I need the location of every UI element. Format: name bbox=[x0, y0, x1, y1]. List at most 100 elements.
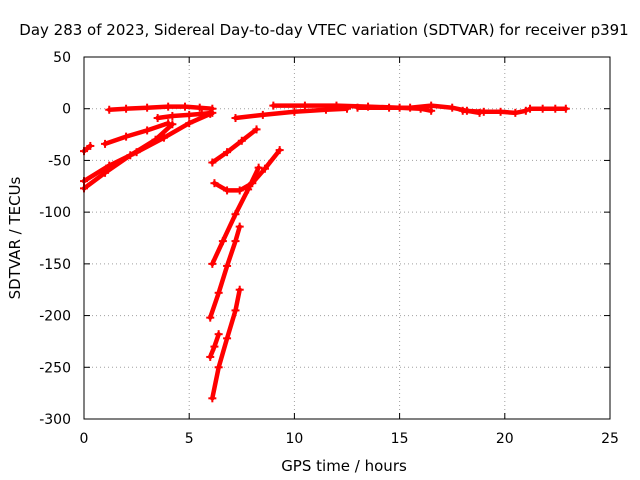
y-tick-label: -50 bbox=[48, 153, 71, 169]
data-point bbox=[269, 101, 278, 110]
data-point bbox=[208, 158, 217, 167]
data-point bbox=[153, 114, 162, 123]
data-point bbox=[231, 210, 240, 219]
series-arc-02 bbox=[153, 108, 217, 123]
data-point bbox=[214, 330, 223, 339]
data-point bbox=[561, 104, 570, 113]
data-point bbox=[143, 103, 152, 112]
data-point bbox=[252, 125, 261, 134]
data-point bbox=[164, 102, 173, 111]
series-arc-17 bbox=[526, 104, 570, 113]
y-axis-label: SDTVAR / TECUs bbox=[6, 176, 24, 299]
data-point bbox=[208, 259, 217, 268]
data-point bbox=[164, 119, 173, 128]
data-point bbox=[511, 108, 520, 117]
y-tick-label: -150 bbox=[39, 257, 71, 273]
x-tick-label: 25 bbox=[601, 431, 619, 447]
data-point bbox=[143, 126, 152, 135]
series-arc-10 bbox=[206, 222, 244, 322]
series-arc-05 bbox=[101, 119, 173, 148]
data-point bbox=[231, 306, 240, 315]
series-line bbox=[212, 147, 282, 193]
series-arc-06 bbox=[80, 141, 95, 156]
x-tick-label: 0 bbox=[80, 431, 89, 447]
data-point bbox=[151, 135, 160, 144]
data-point bbox=[258, 110, 267, 119]
data-point bbox=[521, 106, 530, 115]
y-tick-label: -300 bbox=[39, 412, 71, 428]
data-point bbox=[385, 103, 394, 112]
data-point bbox=[231, 114, 240, 123]
series-arc-13 bbox=[231, 104, 351, 123]
data-point bbox=[86, 141, 95, 150]
series-arc-07 bbox=[208, 125, 261, 167]
data-point bbox=[206, 109, 215, 118]
data-point bbox=[206, 313, 215, 322]
data-point bbox=[237, 136, 246, 145]
data-point bbox=[235, 186, 244, 195]
data-point bbox=[254, 163, 263, 172]
series-arc-04 bbox=[80, 120, 177, 193]
series-line bbox=[210, 127, 259, 165]
data-point bbox=[223, 261, 232, 270]
y-axis-ticks: 50 0 -50 -100 -150 -200 -250 -300 bbox=[39, 50, 610, 428]
y-tick-label: -200 bbox=[39, 309, 71, 325]
data-point bbox=[223, 186, 232, 195]
data-point bbox=[496, 107, 505, 116]
y-tick-label: 50 bbox=[53, 50, 71, 66]
data-point bbox=[235, 222, 244, 231]
data-point bbox=[406, 103, 415, 112]
data-point bbox=[538, 104, 547, 113]
data-point bbox=[244, 185, 253, 194]
series-line bbox=[102, 120, 171, 147]
data-point bbox=[208, 394, 217, 403]
chart-title: Day 283 of 2023, Sidereal Day-to-day VTE… bbox=[19, 21, 628, 39]
data-point bbox=[168, 111, 177, 120]
series-arc-09 bbox=[208, 163, 263, 268]
data-point bbox=[185, 119, 194, 128]
y-tick-label: -250 bbox=[39, 360, 71, 376]
x-tick-label: 20 bbox=[496, 431, 514, 447]
data-point bbox=[551, 104, 560, 113]
plot-frame bbox=[83, 56, 611, 420]
data-point bbox=[223, 334, 232, 343]
data-point bbox=[218, 237, 227, 246]
series-arc-16 bbox=[458, 106, 530, 117]
x-tick-label: 10 bbox=[285, 431, 303, 447]
data-point bbox=[180, 102, 189, 111]
data-point bbox=[290, 107, 299, 116]
data-point bbox=[101, 139, 110, 148]
data-point bbox=[223, 148, 232, 157]
data-point bbox=[214, 288, 223, 297]
data-point bbox=[353, 103, 362, 112]
data-point bbox=[260, 164, 269, 173]
data-point bbox=[231, 237, 240, 246]
data-point bbox=[332, 101, 341, 110]
data-point bbox=[206, 352, 215, 361]
data-point bbox=[210, 179, 219, 188]
data-point bbox=[122, 104, 131, 113]
data-point bbox=[526, 104, 535, 113]
data-point bbox=[159, 133, 168, 142]
data-series bbox=[80, 101, 570, 403]
data-point bbox=[122, 132, 131, 141]
data-point bbox=[105, 105, 114, 114]
data-point bbox=[195, 103, 204, 112]
series-arc-01 bbox=[105, 102, 217, 114]
series-arc-11 bbox=[206, 330, 223, 361]
series-line bbox=[233, 106, 350, 121]
data-point bbox=[300, 101, 309, 110]
data-point bbox=[126, 151, 135, 160]
x-tick-label: 5 bbox=[185, 431, 194, 447]
data-point bbox=[275, 146, 284, 155]
data-point bbox=[185, 110, 194, 119]
x-axis-label: GPS time / hours bbox=[281, 457, 407, 475]
series-arc-12 bbox=[208, 285, 244, 403]
x-tick-label: 15 bbox=[391, 431, 409, 447]
data-point bbox=[458, 106, 467, 115]
data-point bbox=[427, 101, 436, 110]
data-point bbox=[235, 285, 244, 294]
y-tick-label: -100 bbox=[39, 205, 71, 221]
data-point bbox=[101, 168, 110, 177]
